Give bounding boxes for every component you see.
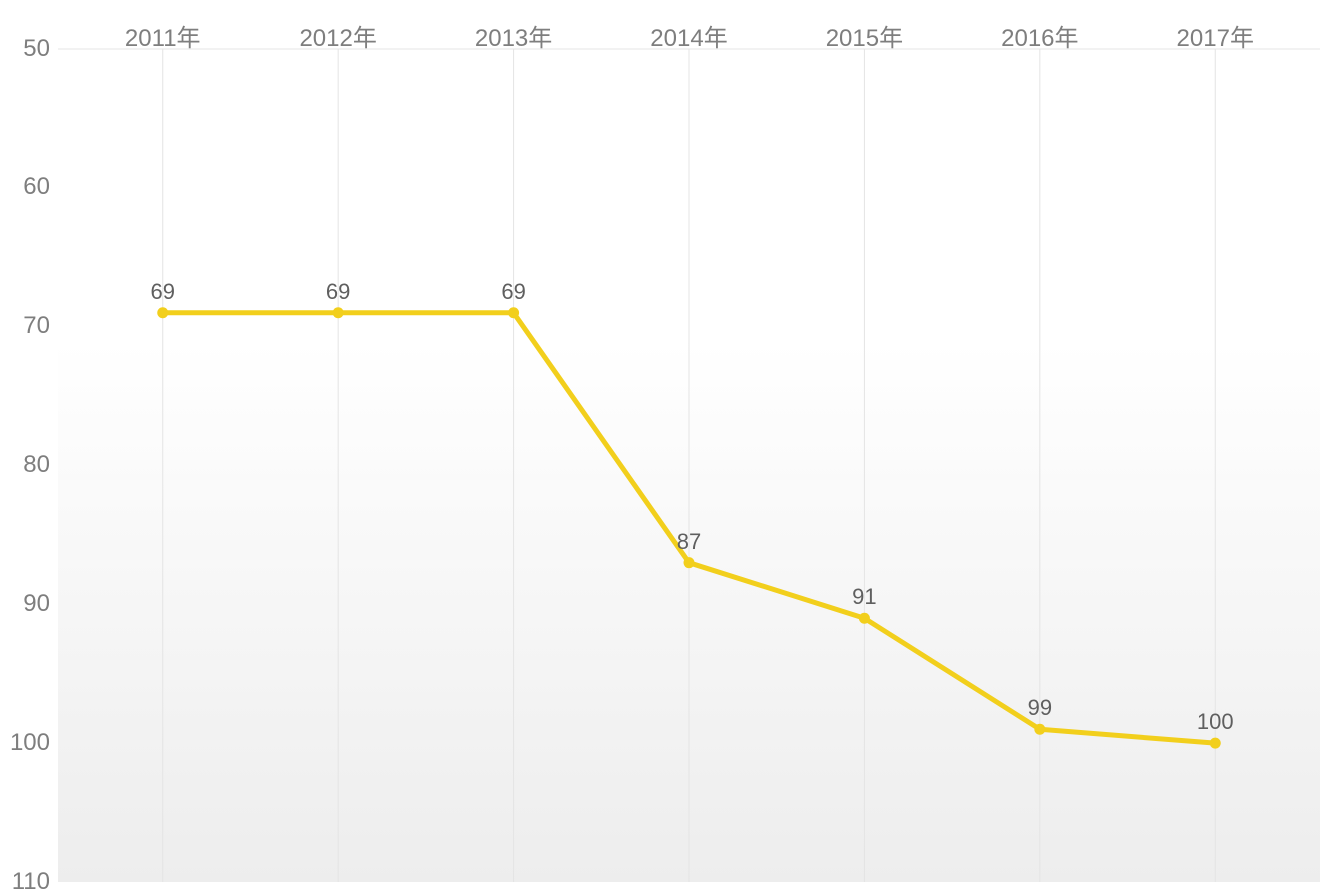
data-label: 69: [501, 279, 525, 305]
data-label: 100: [1197, 709, 1234, 735]
y-tick-label: 110: [0, 868, 50, 896]
data-label: 91: [852, 584, 876, 610]
data-marker: [684, 557, 695, 568]
data-label: 99: [1028, 695, 1052, 721]
data-marker: [859, 613, 870, 624]
data-marker: [1034, 724, 1045, 735]
x-tick-label: 2015年: [826, 18, 903, 53]
data-label: 69: [326, 279, 350, 305]
data-marker: [1210, 738, 1221, 749]
x-tick-label: 2012年: [299, 18, 376, 53]
y-tick-label: 100: [0, 729, 50, 757]
x-tick-label: 2011年: [125, 18, 201, 53]
y-tick-label: 90: [0, 590, 50, 618]
data-marker: [333, 307, 344, 318]
plot-svg: [0, 0, 1334, 889]
data-marker: [157, 307, 168, 318]
y-tick-label: 80: [0, 451, 50, 479]
data-marker: [508, 307, 519, 318]
x-tick-label: 2013年: [475, 18, 552, 53]
x-tick-label: 2014年: [650, 18, 727, 53]
y-tick-label: 60: [0, 173, 50, 201]
y-tick-label: 50: [0, 35, 50, 63]
data-label: 87: [677, 529, 701, 555]
line-chart: 50607080901001102011年2012年2013年2014年2015…: [0, 0, 1334, 889]
data-label: 69: [150, 279, 174, 305]
y-tick-label: 70: [0, 312, 50, 340]
x-tick-label: 2016年: [1001, 18, 1078, 53]
x-tick-label: 2017年: [1177, 18, 1254, 53]
